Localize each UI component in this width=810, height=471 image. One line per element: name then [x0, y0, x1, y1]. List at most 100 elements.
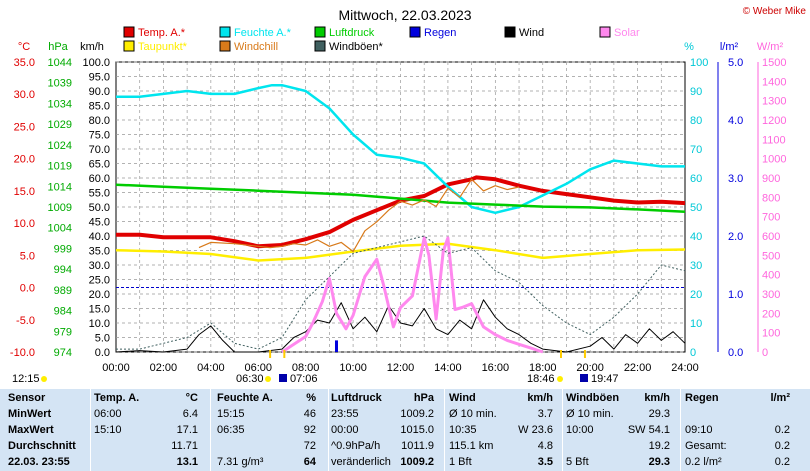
table-cell: 10:00: [566, 424, 594, 436]
table-cell: 5 Bft: [566, 456, 589, 468]
table-divider: [444, 389, 445, 471]
tick-temp: 35.0: [14, 57, 35, 69]
tick-wind: 0.0: [95, 347, 110, 359]
tick-solar: 1300: [762, 96, 786, 108]
table-cell: 64: [303, 456, 316, 468]
x-tick: 24:00: [671, 362, 699, 374]
tick-pressure: 979: [54, 326, 72, 338]
tick-wind: 10.0: [89, 318, 110, 330]
statistics-table: Sensor Temp. A. °C Feuchte A.% Luftdruck hPa W…: [0, 389, 810, 471]
tick-wind: 100.0: [82, 57, 110, 69]
tick-solar: 500: [762, 250, 780, 262]
tick-pressure: 999: [54, 243, 72, 255]
tick-wind: 15.0: [89, 304, 110, 316]
tick-pressure: 1039: [48, 78, 72, 90]
series-feuchtea: [116, 83, 685, 215]
tick-humidity: 10: [690, 318, 702, 330]
tick-humidity: 20: [690, 289, 702, 301]
tick-humidity: 80: [690, 115, 702, 127]
table-header: Regen: [685, 392, 719, 404]
tick-solar: 1100: [762, 134, 786, 146]
table-header: %: [306, 392, 316, 404]
tick-temp: 0.0: [20, 283, 35, 295]
tick-temp: -5.0: [16, 315, 35, 327]
tick-humidity: 40: [690, 231, 702, 243]
x-tick: 02:00: [150, 362, 178, 374]
tick-solar: 400: [762, 270, 780, 282]
tick-wind: 25.0: [89, 275, 110, 287]
table-cell: Durchschnitt: [8, 440, 76, 452]
tick-wind: 75.0: [89, 130, 110, 142]
table-header: Temp. A.: [94, 392, 140, 404]
table-cell: MinWert: [8, 408, 52, 420]
tick-humidity: 0: [690, 347, 696, 359]
table-cell: 92: [303, 424, 316, 436]
table-cell: 7.31 g/m³: [217, 456, 264, 468]
table-cell: 115.1 km: [449, 440, 494, 452]
table-header: °C: [185, 392, 198, 404]
series-luftdruck: [115, 183, 686, 214]
tick-temp: 15.0: [14, 186, 35, 198]
tick-pressure: 1004: [48, 223, 72, 235]
sun-icon: [265, 376, 271, 382]
table-divider: [90, 389, 91, 471]
table-cell: 1015.0: [400, 424, 434, 436]
tick-humidity: 90: [690, 86, 702, 98]
table-divider: [328, 389, 329, 471]
legend-label-3: Regen: [424, 27, 456, 39]
table-header: Feuchte A.: [217, 392, 273, 404]
tick-rain: 2.0: [728, 231, 743, 243]
tick-solar: 300: [762, 289, 780, 301]
tick-pressure: 1019: [48, 161, 72, 173]
table-cell: 11.71: [171, 440, 198, 452]
x-tick: 20:00: [576, 362, 604, 374]
table-divider: [680, 389, 681, 471]
tick-wind: 40.0: [89, 231, 110, 243]
tick-humidity: 30: [690, 260, 702, 272]
time-left: 12:15: [12, 373, 40, 385]
legend-label-6: Taupunkt*: [138, 41, 188, 53]
tick-wind: 80.0: [89, 115, 110, 127]
table-cell: W 23.6: [518, 424, 553, 436]
legend-swatch-8: [314, 40, 326, 52]
x-tick: 12:00: [387, 362, 415, 374]
table-cell: 6.4: [182, 408, 198, 420]
table-cell: Ø 10 min.: [566, 408, 614, 420]
tick-wind: 60.0: [89, 173, 110, 185]
series-tempa: [116, 175, 686, 249]
tick-solar: 800: [762, 192, 780, 204]
sun-icon: [41, 376, 47, 382]
x-tick: 18:00: [529, 362, 557, 374]
x-tick: 22:00: [624, 362, 652, 374]
tick-pressure: 1044: [48, 57, 72, 69]
table-cell: 1009.2: [400, 456, 434, 468]
tick-pressure: 1009: [48, 202, 72, 214]
tick-solar: 1500: [762, 57, 786, 69]
series-windchill: [198, 178, 520, 253]
x-tick: 14:00: [434, 362, 462, 374]
tick-pressure: 1029: [48, 119, 72, 131]
table-header: km/h: [644, 392, 670, 404]
sunrise-icon: [279, 374, 287, 382]
table-cell: MaxWert: [8, 424, 54, 436]
legend-swatch-2: [314, 26, 326, 38]
table-cell: 1 Bft: [449, 456, 472, 468]
table-divider: [210, 389, 211, 471]
weather-chart: Mittwoch, 22.03.2023 © Weber Mike Temp. A.…: [10, 6, 807, 385]
table-cell: 13.1: [176, 456, 198, 468]
tick-pressure: 1014: [48, 181, 72, 193]
table-cell: 1011.9: [401, 440, 434, 452]
table-divider: [562, 389, 563, 471]
axis-title-humidity: %: [684, 41, 694, 53]
tick-temp: 10.0: [14, 218, 35, 230]
table-cell: 1009.2: [400, 408, 434, 420]
table-header: hPa: [413, 392, 434, 404]
tick-wind: 5.0: [95, 333, 110, 345]
tick-humidity: 60: [690, 173, 702, 185]
series-solar: [281, 236, 544, 354]
tick-solar: 900: [762, 173, 780, 185]
table-header: Windböen: [566, 392, 620, 404]
sunrise-civil: 06:30: [236, 373, 264, 385]
tick-pressure: 994: [54, 264, 72, 276]
